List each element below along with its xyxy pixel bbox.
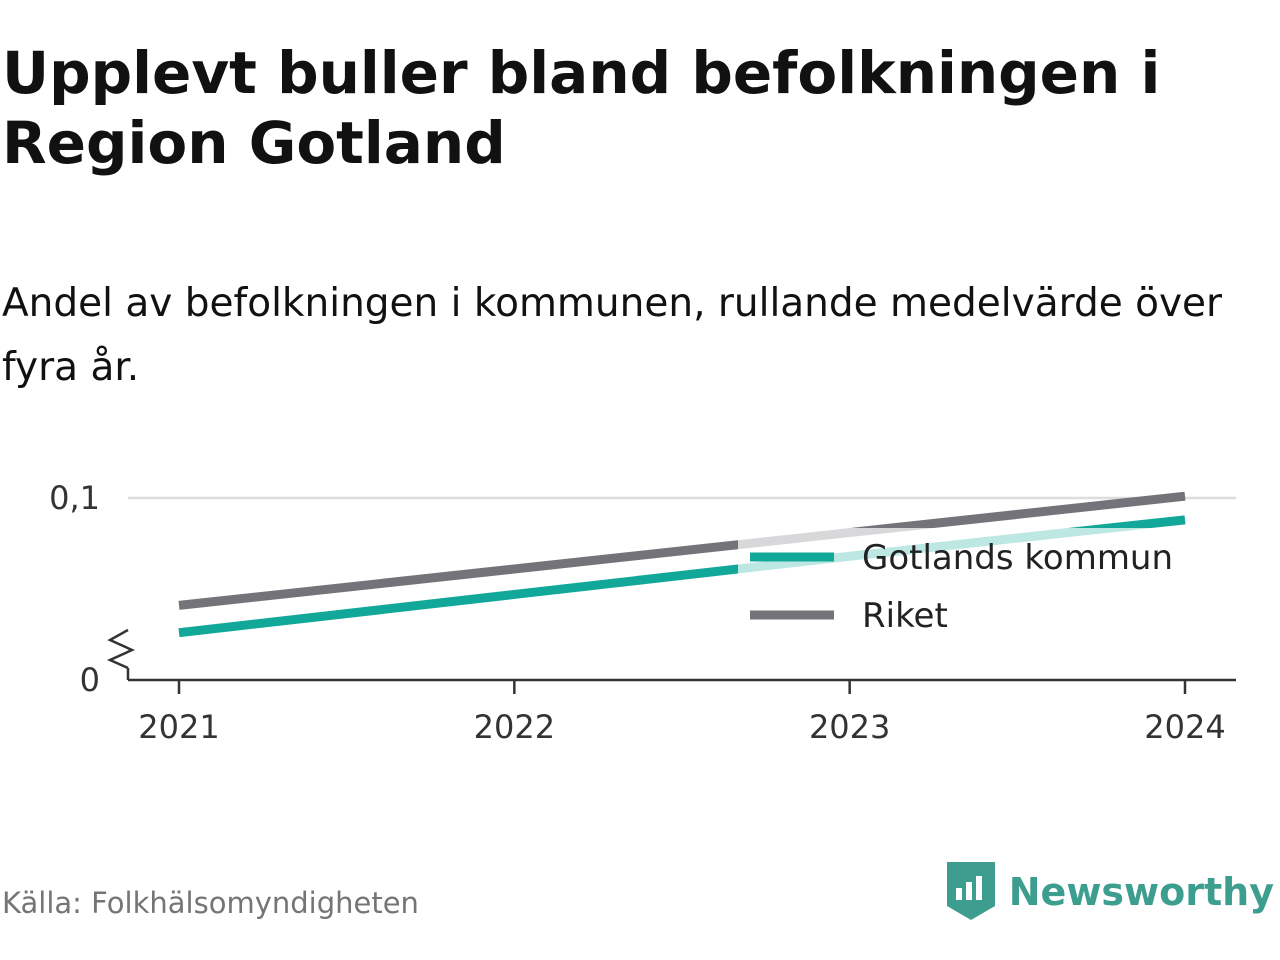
y-tick-label: 0,1 [49, 479, 100, 517]
source-note: Källa: Folkhälsomyndigheten [2, 886, 419, 920]
x-tick-label: 2023 [809, 708, 890, 746]
line-chart: 0 0,1 2021 2022 2023 2024 Gotlands kommun Riket [49, 479, 1236, 746]
legend-box [738, 528, 1208, 653]
legend-label: Riket [862, 596, 948, 636]
x-tick-label: 2022 [474, 708, 555, 746]
series-line-1 [178, 491, 1186, 610]
chart-title: Upplevt buller bland befolkningen i Regi… [2, 39, 1161, 177]
legend-label: Gotlands kommun [862, 538, 1173, 578]
brand-logo: Newsworthy [946, 862, 1274, 922]
x-tick-label: 2021 [138, 708, 219, 746]
newsworthy-logo-icon [946, 862, 995, 920]
brand-name: Newsworthy [1008, 870, 1274, 914]
y-axis-break-icon [106, 628, 136, 670]
x-tick-label: 2024 [1144, 708, 1225, 746]
y-tick-label: 0 [80, 661, 100, 699]
chart-subtitle: Andel av befolkningen i kommunen, rullan… [2, 281, 1223, 390]
